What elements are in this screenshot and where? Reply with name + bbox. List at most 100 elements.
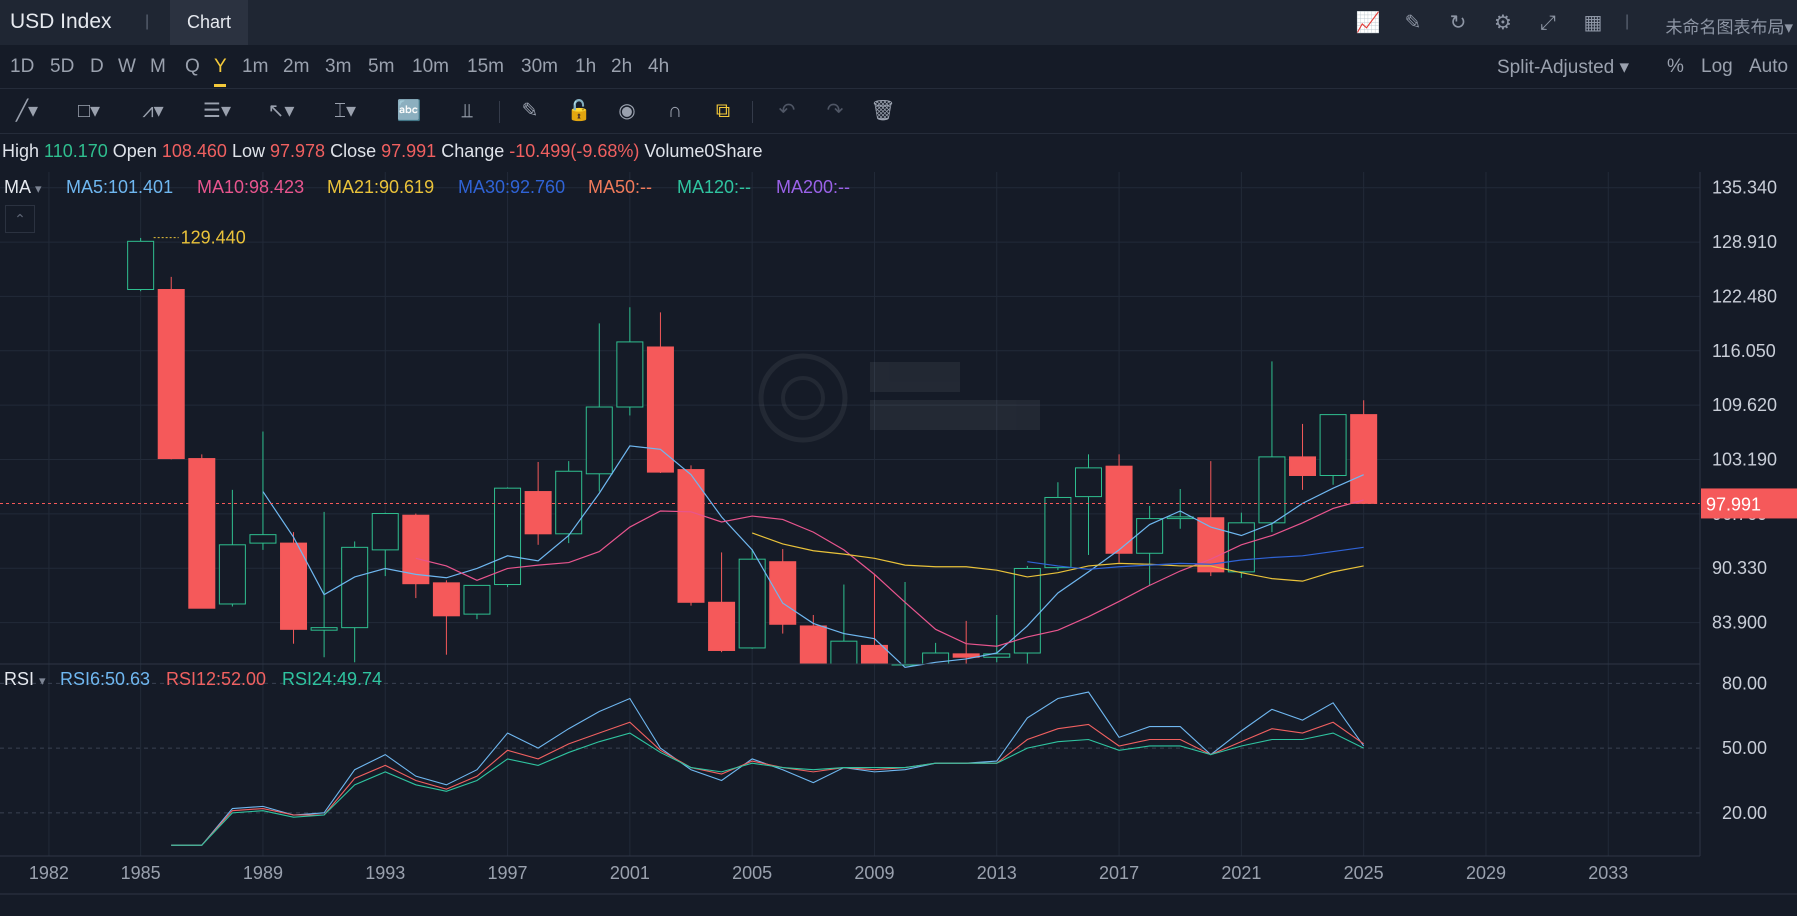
y-tick-label: 122.480: [1712, 286, 1777, 306]
x-tick-label: 2005: [732, 863, 772, 883]
arrow-tool-icon[interactable]: ↖▾: [267, 100, 295, 122]
rsi-tick-label: 80.00: [1722, 673, 1767, 693]
rsi-lines: [171, 691, 1365, 846]
interval-4h[interactable]: 4h: [648, 56, 670, 77]
text-tool-icon[interactable]: 🔤: [396, 100, 422, 122]
interval-D[interactable]: D: [90, 56, 104, 77]
rsi24-legend: RSI24:49.74: [282, 669, 383, 689]
candle-body: [188, 458, 216, 609]
interval-10m[interactable]: 10m: [412, 56, 449, 77]
ma5-line: [262, 445, 1364, 669]
price-range-tool-icon[interactable]: ⫫: [461, 100, 473, 122]
interval-Q[interactable]: Q: [185, 56, 200, 77]
interval-2m[interactable]: 2m: [283, 56, 310, 77]
y-tick-label: 103.190: [1712, 450, 1777, 470]
interval-5D[interactable]: 5D: [50, 56, 75, 77]
x-tick-label: 2001: [610, 863, 650, 883]
redo-icon[interactable]: ↷: [826, 100, 844, 122]
candle-body: [860, 644, 888, 665]
interval-3m[interactable]: 3m: [325, 56, 352, 77]
link-icon[interactable]: ⧉: [715, 100, 731, 122]
candle-body: [1350, 414, 1378, 504]
undo-icon[interactable]: ↶: [778, 100, 796, 122]
layout-grid-icon[interactable]: ▦: [1583, 12, 1603, 34]
adjust-dropdown[interactable]: Split-Adjusted ▾: [1497, 56, 1629, 79]
candle-body: [1136, 518, 1164, 554]
candle-body: [310, 627, 338, 631]
y-tick-label: 83.900: [1712, 613, 1767, 633]
rectangle-tool-icon[interactable]: □▾: [77, 100, 101, 122]
candle-body: [708, 601, 736, 651]
interval-1D[interactable]: 1D: [10, 56, 35, 77]
layout-selector[interactable]: 未命名图表布局▾: [1665, 13, 1793, 38]
interval-Y[interactable]: Y: [214, 56, 227, 77]
collapse-legend-button[interactable]: ⌃: [5, 205, 35, 233]
fullscreen-icon[interactable]: ⤢: [1540, 12, 1556, 34]
interval-1h[interactable]: 1h: [575, 56, 597, 77]
interval-5m[interactable]: 5m: [368, 56, 395, 77]
eye-icon[interactable]: ◉: [618, 100, 636, 122]
pencil-icon[interactable]: ✎: [521, 100, 539, 122]
percent-toggle[interactable]: %: [1667, 56, 1684, 77]
pattern-tool-icon[interactable]: ⩘▾: [142, 100, 164, 122]
toolbar-separator: [752, 101, 753, 123]
lock-icon[interactable]: 🔓: [566, 100, 592, 122]
interval-15m[interactable]: 15m: [467, 56, 504, 77]
candle-body: [1258, 456, 1286, 524]
axes: 1982 1985 1989 1993 1997 2001 2005 2009 2013 2017…: [0, 172, 1797, 895]
candle-body: [769, 561, 797, 625]
close-label: Close: [330, 141, 377, 161]
candle-body: [127, 240, 155, 291]
candle-body: [1105, 465, 1133, 554]
refresh-icon[interactable]: ↻: [1449, 12, 1467, 34]
ma30-legend: MA30:92.760: [458, 177, 566, 197]
ma30-line: [1027, 546, 1364, 570]
magnet-icon[interactable]: ∩: [667, 100, 683, 122]
candle-body: [616, 341, 644, 408]
interval-1m[interactable]: 1m: [242, 56, 269, 77]
x-tick-label: 2033: [1588, 863, 1628, 883]
ma120-legend: MA120:--: [677, 177, 752, 197]
settings-icon[interactable]: ⚙: [1494, 12, 1512, 34]
last-price-badge: [1701, 488, 1797, 519]
trash-icon[interactable]: 🗑: [870, 100, 896, 122]
candle-body: [494, 487, 522, 586]
symbol-title[interactable]: USD Index: [10, 10, 112, 33]
interval-W[interactable]: W: [118, 56, 136, 77]
x-tick-label: 1989: [243, 863, 283, 883]
high-value: 110.170: [44, 141, 108, 161]
candle-body: [341, 546, 369, 629]
volume-label: Volume: [644, 141, 705, 161]
draw-icon[interactable]: ✎: [1404, 12, 1422, 34]
interval-30m[interactable]: 30m: [521, 56, 558, 77]
interval-M[interactable]: M: [150, 56, 166, 77]
log-toggle[interactable]: Log: [1701, 56, 1733, 77]
candle-body: [585, 406, 613, 475]
interval-2h[interactable]: 2h: [611, 56, 633, 77]
ma10-line: [415, 499, 1364, 647]
x-tick-label: 2021: [1221, 863, 1261, 883]
x-tick-label: 1985: [121, 863, 161, 883]
drawing-toolbar: ╱▾ □▾ ⩘▾ ☰▾ ↖▾ ⌶▾ 🔤 ⫫ ✎ 🔓 ◉ ∩ ⧉ ↶ ↷ 🗑: [0, 89, 1797, 133]
fib-tool-icon[interactable]: ☰▾: [203, 100, 231, 122]
measure-tool-icon[interactable]: ⌶▾: [333, 100, 357, 122]
change-label: Change: [441, 141, 505, 161]
ma21-legend: MA21:90.619: [327, 177, 435, 197]
indicator-icon[interactable]: 📈: [1355, 12, 1381, 34]
candle-body: [402, 514, 430, 585]
trendline-tool-icon[interactable]: ╱▾: [15, 100, 39, 122]
candle-body: [249, 534, 277, 544]
chevron-down-icon: ▾: [1619, 57, 1630, 78]
rsi12-legend: RSI12:52.00: [166, 669, 267, 689]
rsi6-legend: RSI6:50.63: [60, 669, 151, 689]
change-value: -10.499(-9.68%): [509, 141, 640, 161]
candle-body: [1319, 414, 1347, 476]
tab-chart[interactable]: Chart: [170, 0, 248, 45]
auto-toggle[interactable]: Auto: [1749, 56, 1789, 77]
rsi-indicator-label[interactable]: RSI ▾: [4, 669, 46, 690]
ma-indicator-label[interactable]: MA ▾: [4, 177, 42, 198]
adjust-label: Split-Adjusted: [1497, 57, 1615, 78]
ma5-legend: MA5:101.401: [66, 177, 174, 197]
x-tick-label: 1993: [365, 863, 405, 883]
